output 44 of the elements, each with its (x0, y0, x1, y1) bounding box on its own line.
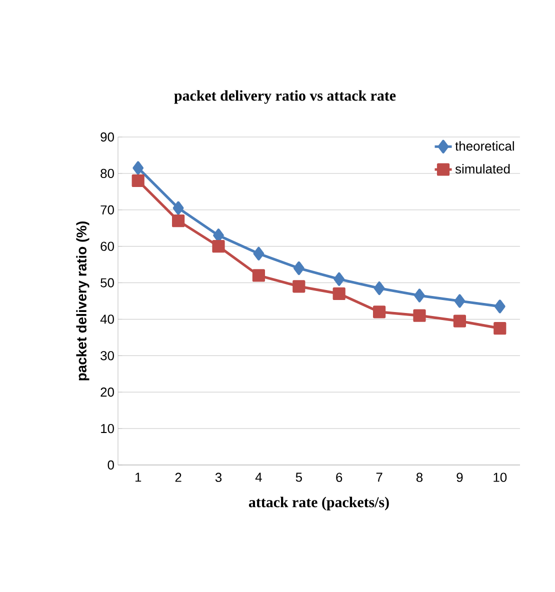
y-tick-label: 20 (100, 388, 114, 397)
x-tick-label: 10 (494, 472, 507, 482)
point (172, 201, 184, 215)
point (494, 322, 506, 335)
point (212, 240, 225, 253)
y-tick-label: 10 (101, 424, 114, 434)
x-tick-label: 2 (175, 472, 182, 482)
x-axis-title: attack rate (packets/s) (248, 496, 389, 510)
point (292, 280, 306, 293)
y-tick-label: 80 (100, 168, 114, 178)
x-tick-label: 6 (336, 472, 342, 482)
y-tick-label: 50 (100, 278, 114, 288)
y-tick-label: 0 (108, 460, 114, 470)
legend-label: theoretical (455, 141, 514, 151)
point (453, 314, 466, 328)
x-tick-label: 9 (456, 472, 463, 482)
legend-label: simulated (455, 164, 510, 174)
y-tick-label: 90 (100, 132, 114, 142)
point (252, 269, 265, 282)
y-tick-label: 40 (100, 314, 114, 324)
x-tick-label: 3 (215, 472, 222, 482)
point (334, 272, 345, 286)
x-tick-label: 8 (416, 472, 423, 482)
point (494, 300, 506, 314)
y-tick-label: 70 (100, 205, 114, 214)
point (172, 214, 185, 228)
point (454, 294, 466, 308)
x-tick-label: 7 (376, 472, 382, 482)
point (132, 174, 144, 188)
point (374, 281, 385, 296)
x-tick-label: 5 (296, 472, 302, 482)
y-tick-label: 30 (100, 351, 114, 360)
point (414, 288, 425, 302)
y-axis-title: packet delivery ratio (%) (76, 221, 90, 380)
point (413, 309, 426, 322)
point (253, 246, 264, 260)
chart-title: packet delivery ratio vs attack rate (174, 90, 396, 104)
point (293, 261, 304, 275)
point (132, 161, 144, 175)
x-tick-label: 4 (255, 472, 262, 482)
point (372, 306, 386, 318)
y-tick-label: 60 (100, 242, 114, 251)
x-tick-label: 1 (135, 472, 142, 482)
point (332, 287, 346, 300)
